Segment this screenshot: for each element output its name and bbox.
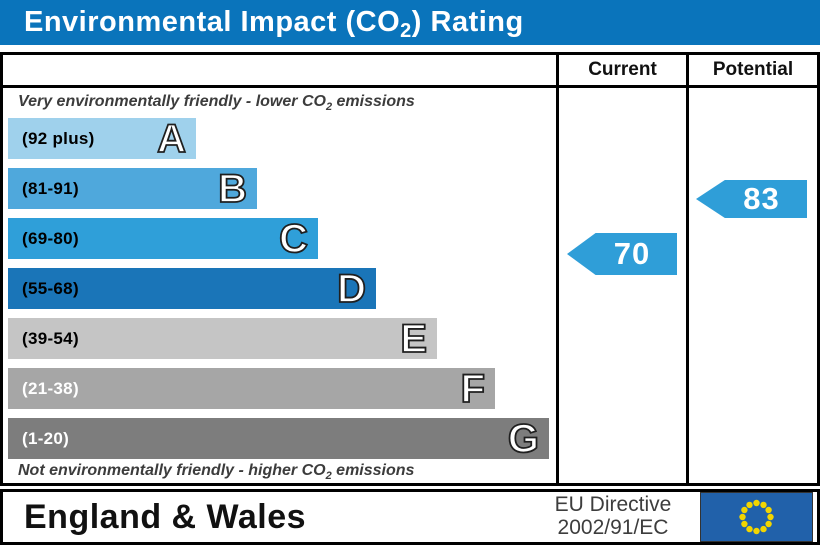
page-title-suffix: ) Rating	[411, 6, 524, 38]
eu-directive-label: EU Directive 2002/91/EC	[527, 493, 699, 539]
eu-directive-line2: 2002/91/EC	[557, 516, 669, 539]
band-row-b: (81-91) B	[8, 168, 257, 209]
band-row-c: (69-80) C	[8, 218, 318, 259]
current-rating-arrow: 70	[567, 233, 677, 275]
current-rating-value: 70	[613, 236, 651, 271]
band-letter: G	[507, 416, 540, 461]
band-letter: A	[156, 116, 187, 161]
band-letter: C	[278, 216, 309, 261]
band-range-label: (55-68)	[22, 278, 79, 298]
band-row-d: (55-68) D	[8, 268, 376, 309]
column-header-potential: Potential	[712, 59, 794, 80]
band-range-label: (1-20)	[22, 428, 70, 448]
band-range-label: (21-38)	[22, 378, 79, 398]
band-range-label: (92 plus)	[22, 128, 95, 148]
potential-rating-arrow: 83	[696, 180, 807, 218]
footer: England & Wales EU Directive 2002/91/EC	[0, 489, 820, 545]
band-row-a: (92 plus) A	[8, 118, 196, 159]
top-note: Very environmentally friendly - lower CO…	[18, 93, 415, 114]
potential-rating-value: 83	[743, 181, 780, 216]
eu-directive-line1: EU Directive	[554, 493, 672, 516]
potential-column-divider	[686, 52, 689, 486]
band-range-label: (81-91)	[22, 178, 79, 198]
band-letter: F	[460, 366, 486, 411]
column-header-current: Current	[588, 59, 657, 80]
eu-flag-stars	[739, 499, 774, 535]
current-column-divider	[556, 52, 559, 486]
page-title: Environmental Impact (CO2) Rating	[24, 6, 524, 42]
title-bar: Environmental Impact (CO2) Rating	[0, 0, 820, 45]
eu-flag-icon	[700, 492, 813, 542]
band-row-e: (39-54) E	[8, 318, 437, 359]
page-title-text: Environmental Impact (CO	[24, 6, 401, 38]
band-letter: D	[336, 266, 367, 311]
band-row-g: (1-20) G	[8, 418, 549, 459]
bottom-note: Not environmentally friendly - higher CO…	[18, 462, 415, 483]
band-letter: B	[217, 166, 248, 211]
band-range-label: (39-54)	[22, 328, 79, 348]
co2-subscript: 2	[400, 20, 412, 42]
band-row-f: (21-38) F	[8, 368, 495, 409]
band-letter: E	[399, 316, 427, 361]
band-range-label: (69-80)	[22, 228, 79, 248]
region-title: England & Wales	[24, 497, 307, 536]
header-row-divider	[0, 85, 820, 88]
